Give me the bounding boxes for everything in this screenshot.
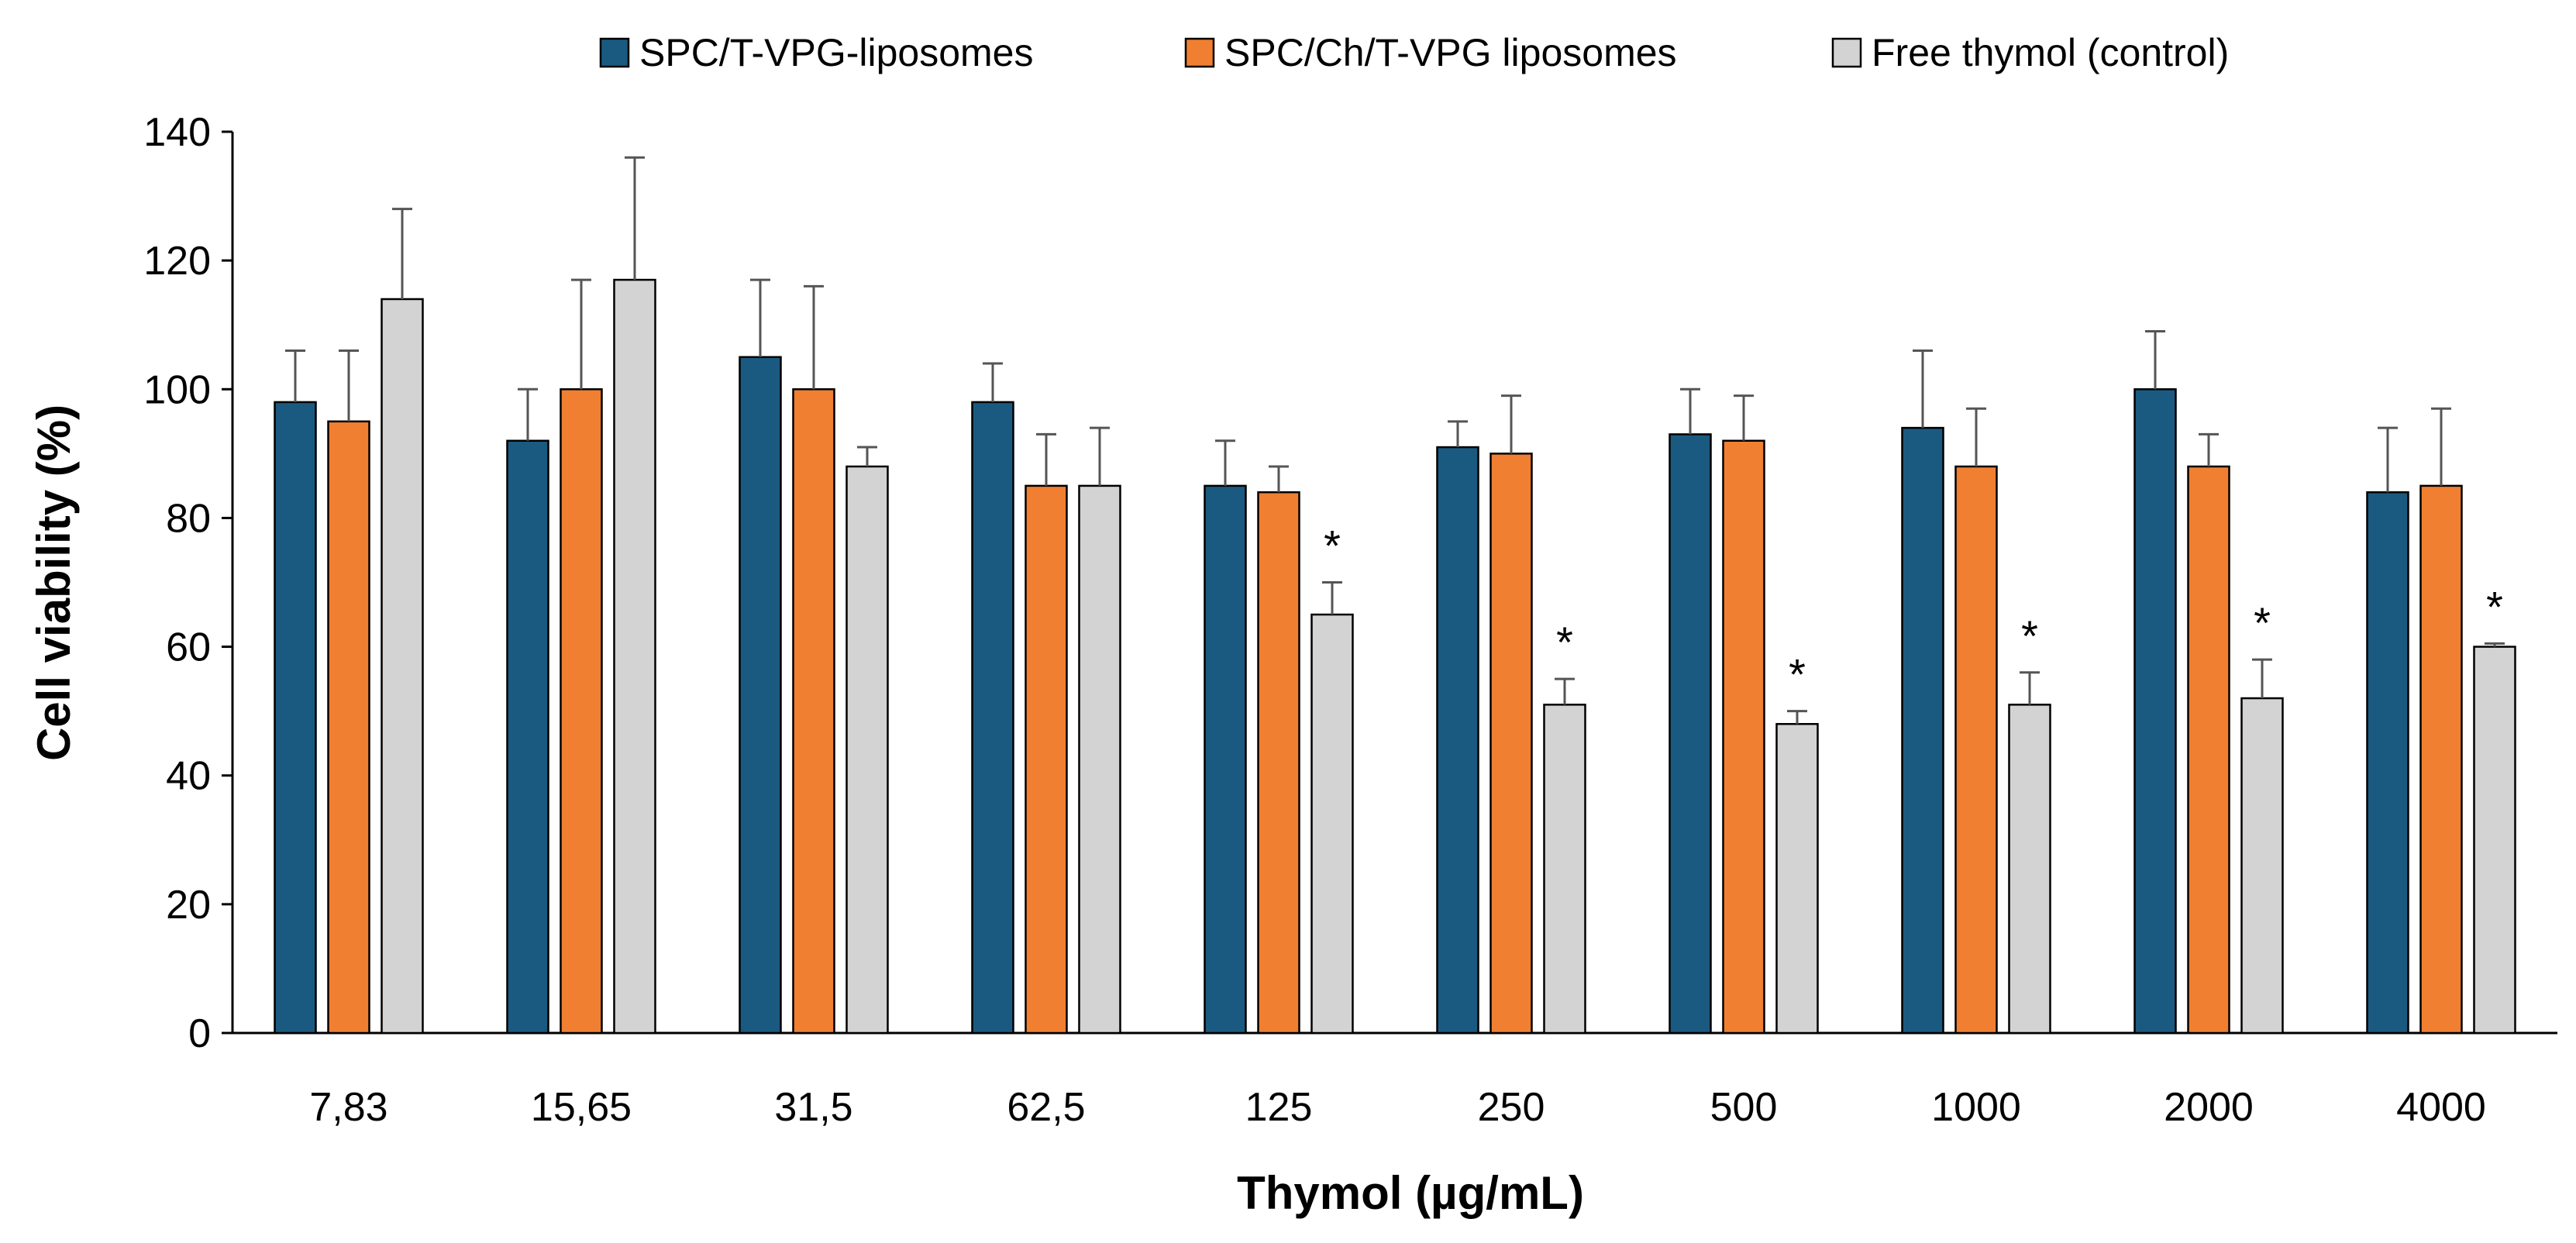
legend-swatch xyxy=(599,37,630,68)
legend-label: SPC/T-VPG-liposomes xyxy=(639,31,1033,74)
bar xyxy=(1078,484,1121,1035)
legend: SPC/T-VPG-liposomes SPC/Ch/T-VPG liposome… xyxy=(599,31,2229,74)
bar xyxy=(845,465,889,1035)
bar xyxy=(560,388,603,1035)
error-bars xyxy=(285,156,2505,725)
x-tick-label: 125 xyxy=(1245,1085,1313,1130)
bar xyxy=(792,388,835,1035)
x-tick-label: 31,5 xyxy=(774,1085,852,1130)
bar xyxy=(2473,646,2516,1035)
bar xyxy=(2133,388,2177,1035)
x-tick-label: 1000 xyxy=(1931,1085,2021,1130)
bar xyxy=(1489,453,1533,1035)
bar xyxy=(2008,704,2051,1035)
y-tick-label: 120 xyxy=(143,239,211,284)
legend-label: Free thymol (control) xyxy=(1872,31,2229,74)
bar xyxy=(613,278,656,1035)
legend-swatch xyxy=(1831,37,1862,68)
bars xyxy=(274,278,2516,1035)
bar xyxy=(1543,704,1586,1035)
legend-swatch xyxy=(1184,37,1215,68)
bar xyxy=(1775,723,1819,1035)
x-tick-label: 15,65 xyxy=(531,1085,632,1130)
bar xyxy=(1257,491,1300,1035)
bar xyxy=(506,439,549,1035)
y-tick-label: 0 xyxy=(188,1011,211,1056)
significance-asterisk: * xyxy=(1324,522,1341,570)
x-tick-label: 4000 xyxy=(2396,1085,2486,1130)
bar xyxy=(381,298,424,1035)
x-axis: 7,83 15,65 31,5 62,5 125 250 500 1000 2000 4000 xyxy=(232,1031,2557,1130)
y-axis: 0 20 40 60 80 100 120 140 xyxy=(143,110,234,1056)
x-tick-label: 250 xyxy=(1478,1085,1545,1130)
x-tick-label: 62,5 xyxy=(1007,1085,1085,1130)
bar xyxy=(1310,613,1354,1035)
bar xyxy=(274,401,317,1035)
significance-asterisk: * xyxy=(1789,650,1806,699)
bar xyxy=(1025,484,1068,1035)
significance-marks: * * * * * * xyxy=(1324,522,2503,699)
bar xyxy=(971,401,1014,1035)
bar xyxy=(1954,465,1998,1035)
bar xyxy=(2187,465,2230,1035)
bar xyxy=(1669,433,1712,1035)
legend-label: SPC/Ch/T-VPG liposomes xyxy=(1224,31,1677,74)
bar xyxy=(1204,484,1247,1035)
bar xyxy=(2419,484,2463,1035)
significance-asterisk: * xyxy=(2486,582,2503,631)
y-tick-label: 80 xyxy=(166,496,211,541)
x-tick-label: 7,83 xyxy=(309,1085,387,1130)
bar xyxy=(327,420,370,1035)
bar xyxy=(1436,446,1479,1035)
y-tick-label: 60 xyxy=(166,625,211,670)
x-axis-title: Thymol (µg/mL) xyxy=(1237,1167,1584,1219)
y-tick-label: 100 xyxy=(143,367,211,412)
significance-asterisk: * xyxy=(2254,598,2271,647)
x-tick-label: 500 xyxy=(1710,1085,1778,1130)
y-axis-title: Cell viability (%) xyxy=(28,405,80,761)
bar xyxy=(2240,697,2284,1035)
bar xyxy=(739,356,782,1035)
y-tick-label: 40 xyxy=(166,754,211,799)
bar xyxy=(1901,426,1944,1035)
x-tick-label: 2000 xyxy=(2164,1085,2254,1130)
bar xyxy=(1722,439,1765,1035)
significance-asterisk: * xyxy=(1556,618,1573,666)
bar xyxy=(2366,491,2409,1035)
significance-asterisk: * xyxy=(2021,611,2038,660)
y-tick-label: 20 xyxy=(166,883,211,928)
y-tick-label: 140 xyxy=(143,110,211,155)
